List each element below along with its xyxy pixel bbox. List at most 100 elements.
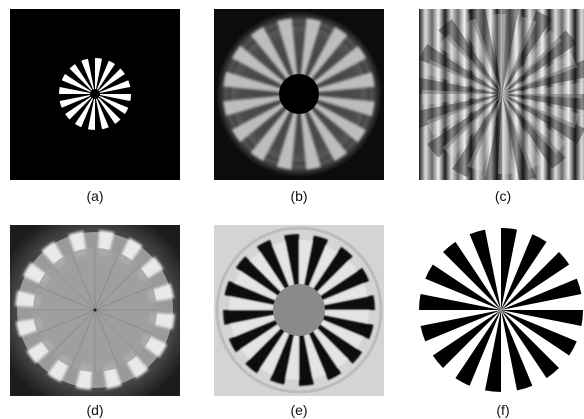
star-spoke: [223, 95, 282, 116]
star-spoke: [69, 64, 93, 91]
star-spoke: [277, 18, 298, 77]
star-spoke: [307, 27, 348, 81]
radial-line: [37, 309, 96, 334]
star-spoke: [502, 9, 519, 94]
star-spoke: [95, 98, 109, 130]
radial-line: [94, 309, 153, 334]
siemens-star-e: [223, 234, 375, 386]
star-spoke: [96, 60, 116, 90]
star-spoke: [501, 310, 577, 356]
star-spoke: [304, 28, 332, 79]
star-spoke: [502, 30, 577, 94]
caption-d: (d): [86, 402, 104, 418]
star-spoke: [99, 95, 129, 115]
star-spoke: [419, 94, 502, 129]
star-spoke: [99, 94, 131, 102]
star-spoke: [292, 26, 306, 77]
caption-b: (b): [290, 188, 308, 204]
star-spoke: [323, 283, 368, 305]
star-spoke: [426, 94, 502, 135]
star-spoke: [502, 94, 537, 180]
siemens-star-c: [419, 9, 584, 180]
star-spoke: [304, 334, 326, 379]
star-spoke: [246, 41, 288, 83]
star-spoke: [224, 280, 277, 306]
star-spoke: [59, 94, 91, 108]
star-spoke: [95, 58, 103, 90]
star-spoke: [425, 264, 501, 310]
star-spoke: [501, 228, 517, 310]
star-spoke: [267, 28, 294, 79]
star-spoke: [469, 229, 501, 310]
star-spoke: [502, 94, 566, 169]
panel-b: [214, 9, 384, 180]
caption-e: (e): [290, 402, 308, 418]
star-spoke: [307, 107, 348, 162]
star-spoke: [437, 34, 502, 94]
star-spoke: [438, 19, 502, 94]
star-spoke: [61, 73, 91, 93]
star-spoke: [87, 98, 95, 130]
star-spoke: [317, 260, 358, 296]
caption-c: (c): [494, 188, 512, 204]
star-spoke: [232, 45, 286, 86]
star-spoke: [502, 94, 580, 129]
star-spoke: [99, 80, 131, 94]
star-spoke: [59, 86, 91, 94]
star-spoke: [419, 43, 502, 94]
star-spoke: [256, 239, 290, 291]
star-spoke: [266, 109, 294, 160]
star-spoke: [501, 234, 547, 310]
star-spoke: [451, 94, 502, 178]
siemens-star-a: [59, 58, 131, 130]
radial-line: [50, 265, 96, 311]
star-spoke: [246, 105, 288, 147]
star-spoke: [320, 319, 364, 349]
star-spoke: [299, 333, 314, 386]
star-spoke: [322, 295, 375, 310]
star-spoke: [501, 310, 533, 391]
star-spoke: [419, 77, 502, 94]
star-spoke: [316, 95, 375, 117]
radial-line: [94, 252, 119, 311]
star-spoke: [97, 97, 121, 124]
star-spoke: [231, 87, 282, 101]
star-spoke: [223, 310, 276, 325]
siemens-star-b: [223, 18, 375, 170]
star-spoke: [455, 310, 501, 386]
star-spoke: [461, 18, 502, 95]
star-spoke: [250, 107, 291, 161]
star-spoke: [502, 82, 582, 99]
panel-f: [419, 225, 584, 396]
caption-a: (a): [86, 188, 104, 204]
star-spoke: [65, 96, 92, 120]
star-spoke: [284, 234, 299, 287]
star-spoke: [74, 98, 94, 128]
star-spoke: [98, 68, 125, 92]
star-spoke: [269, 332, 295, 385]
star-spoke: [419, 294, 501, 310]
radial-line: [94, 265, 140, 311]
star-spoke: [233, 99, 284, 126]
radial-line: [71, 252, 96, 311]
star-spoke: [318, 267, 370, 301]
star-spoke: [321, 314, 374, 340]
star-spoke: [490, 14, 507, 94]
star-spoke: [467, 9, 502, 94]
panel-c: [419, 9, 584, 180]
star-spoke: [422, 89, 502, 106]
star-spoke: [502, 60, 584, 94]
siemens-star-f: [419, 228, 583, 392]
star-spoke: [250, 26, 291, 81]
star-spoke: [501, 310, 583, 326]
star-spoke: [249, 251, 285, 292]
star-spoke: [432, 310, 501, 368]
radial-line: [71, 309, 96, 368]
star-spoke: [230, 315, 275, 337]
star-spoke: [502, 94, 543, 170]
radial-line: [50, 309, 96, 355]
star-spoke: [300, 18, 322, 77]
star-spoke: [312, 45, 367, 86]
star-spoke: [502, 16, 537, 94]
star-spoke: [229, 296, 274, 310]
